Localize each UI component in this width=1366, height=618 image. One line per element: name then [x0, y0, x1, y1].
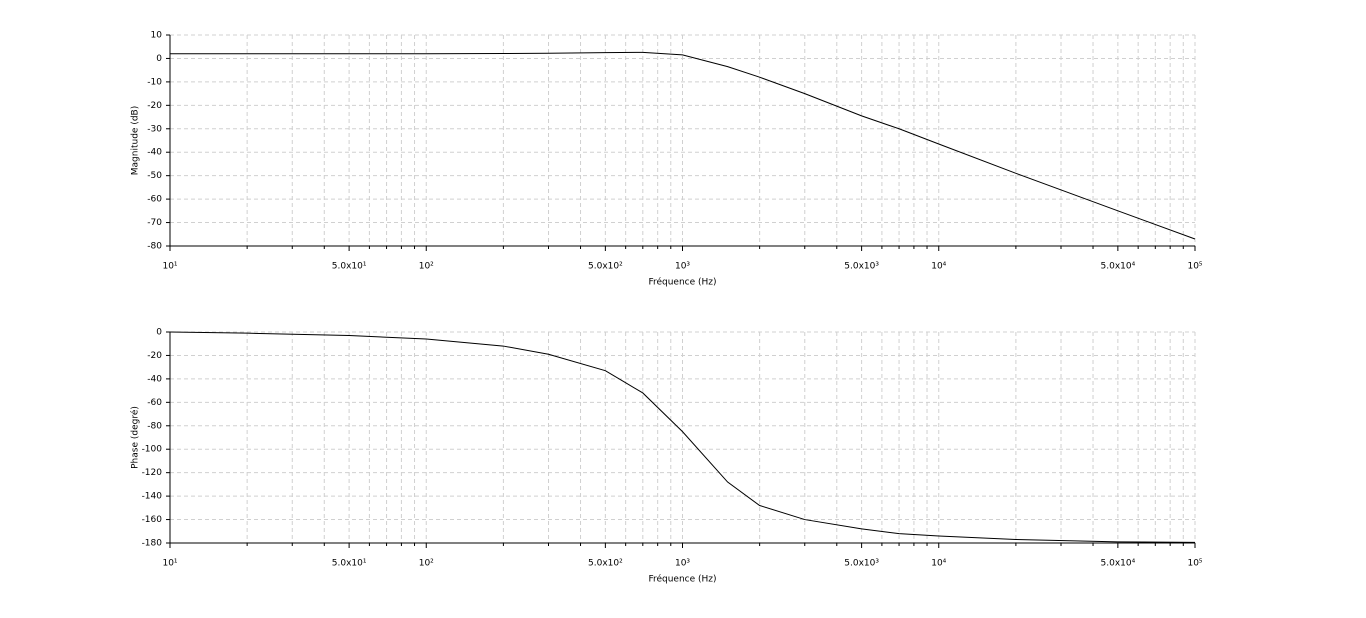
x-tick-label: 5.0x10³ [844, 262, 879, 272]
x-tick-label: 10⁵ [1187, 559, 1202, 569]
x-tick-label: 5.0x10² [588, 559, 623, 569]
y-tick-label: 0 [156, 54, 162, 64]
y-tick-label: -40 [147, 148, 162, 158]
x-tick-label: 5.0x10¹ [332, 559, 367, 569]
x-tick-label: 5.0x10⁴ [1101, 559, 1136, 569]
y-tick-label: 0 [156, 328, 162, 338]
y-tick-label: 10 [151, 31, 163, 41]
y-tick-label: -50 [147, 171, 162, 181]
x-tick-label: 5.0x10⁴ [1101, 262, 1136, 272]
y-tick-label: -80 [147, 242, 162, 252]
y-tick-label: -60 [147, 195, 162, 205]
x-axis-label: Fréquence (Hz) [648, 574, 716, 585]
x-tick-label: 5.0x10² [588, 262, 623, 272]
x-tick-label: 5.0x10¹ [332, 262, 367, 272]
y-tick-label: -20 [147, 351, 162, 361]
y-tick-label: -80 [147, 421, 162, 431]
x-tick-label: 10⁴ [931, 559, 946, 569]
y-tick-label: -10 [147, 77, 162, 87]
y-tick-label: -20 [147, 101, 162, 111]
y-tick-label: -60 [147, 398, 162, 408]
x-tick-label: 10³ [675, 559, 690, 569]
y-tick-label: -30 [147, 124, 162, 134]
y-axis-label: Phase (degré) [130, 406, 141, 469]
x-tick-label: 10⁵ [1187, 262, 1202, 272]
x-tick-label: 10⁴ [931, 262, 946, 272]
y-tick-label: -100 [142, 445, 163, 455]
y-tick-label: -180 [142, 539, 163, 549]
y-axis-label: Magnitude (dB) [131, 106, 141, 175]
x-tick-label: 5.0x10³ [844, 559, 879, 569]
x-tick-label: 10¹ [162, 262, 177, 272]
y-tick-label: -160 [142, 515, 163, 525]
curve [169, 331, 1196, 543]
x-tick-label: 10¹ [162, 559, 177, 569]
x-tick-label: 10³ [675, 262, 690, 272]
curve [170, 51, 1196, 240]
y-tick-label: -40 [147, 374, 162, 384]
x-tick-label: 10² [419, 559, 434, 569]
y-tick-label: -120 [142, 468, 163, 478]
x-axis-label: Fréquence (Hz) [648, 277, 716, 288]
y-tick-label: -70 [147, 218, 162, 228]
x-tick-label: 10² [419, 262, 434, 272]
y-tick-label: -140 [142, 492, 163, 502]
